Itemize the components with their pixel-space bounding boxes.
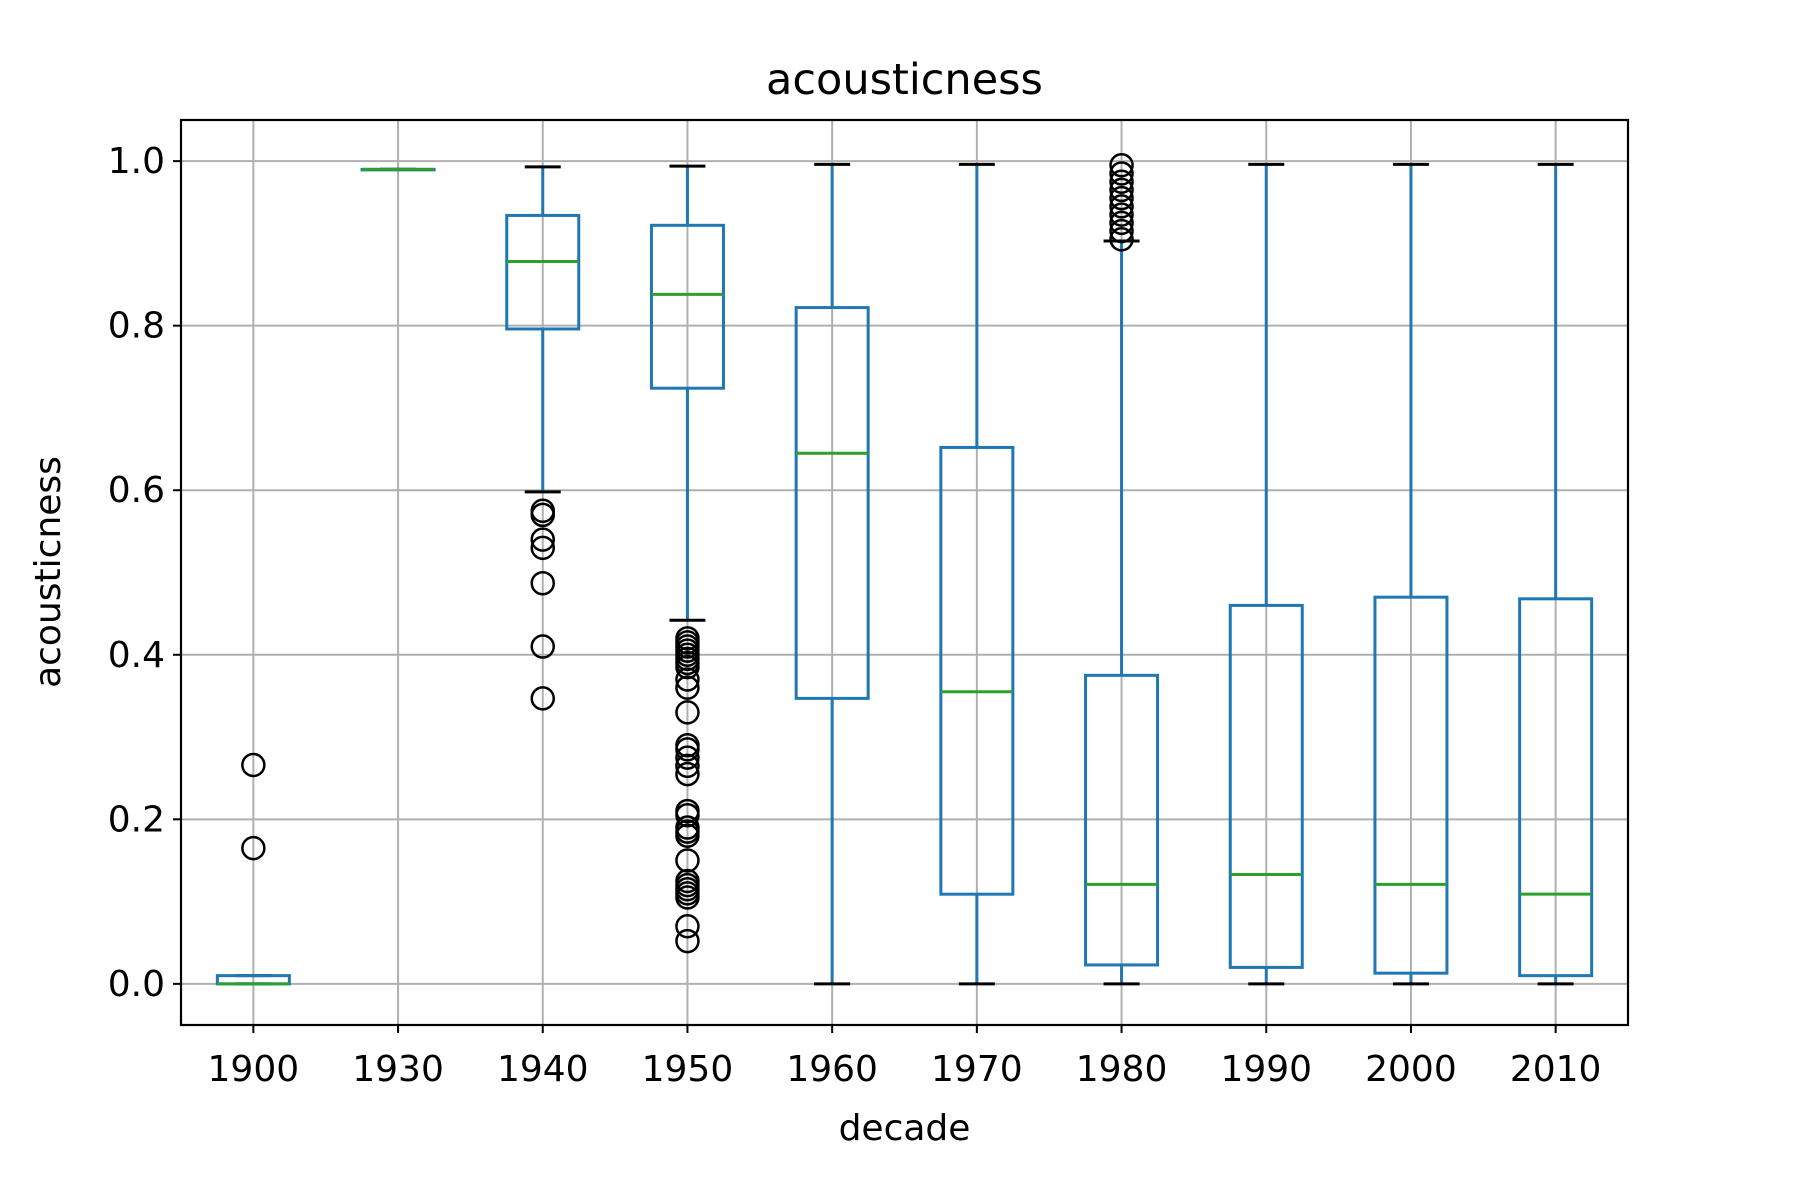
iqr-box	[1084, 673, 1160, 967]
outlier-point	[675, 700, 700, 725]
x-tick-label: 1940	[497, 1049, 589, 1090]
plot-frame	[179, 118, 1630, 1027]
box-group-2000	[1373, 162, 1449, 986]
outlier-point	[241, 752, 266, 778]
x-tick-label: 1970	[931, 1049, 1023, 1090]
iqr-box	[794, 306, 870, 700]
box-group-1990	[1228, 162, 1304, 986]
box-group-1950	[649, 164, 725, 954]
y-tick-label: 1.0	[108, 141, 165, 182]
outlier-point	[675, 733, 700, 758]
box-group-1960	[794, 162, 870, 986]
x-tick-label: 1980	[1076, 1049, 1168, 1090]
x-tick-label: 1950	[642, 1049, 734, 1090]
x-tick-label: 2000	[1365, 1049, 1457, 1090]
outlier-point	[675, 798, 700, 824]
box-group-1930	[360, 167, 436, 172]
outlier-point	[1109, 227, 1134, 252]
outlier-point	[530, 686, 555, 711]
outlier-point	[675, 815, 700, 840]
box-group-1980	[1084, 153, 1160, 986]
y-tick-label: 0.4	[108, 635, 165, 676]
box-group-1940	[505, 165, 581, 711]
outlier-point	[675, 928, 700, 954]
outlier-point	[530, 535, 555, 561]
iqr-box	[939, 445, 1015, 896]
outlier-point	[1109, 161, 1134, 186]
outlier-point	[530, 527, 555, 552]
x-tick-label: 1930	[352, 1049, 444, 1090]
outlier-point	[675, 868, 700, 894]
outlier-point	[675, 761, 700, 787]
y-axis-ticks: 0.0 0.2 0.4 0.6 0.8 1.0	[108, 141, 181, 1005]
box-group-1900	[215, 752, 291, 986]
y-tick-label: 0.2	[108, 799, 165, 840]
y-axis-label: acousticness	[28, 456, 69, 688]
outlier-point	[530, 498, 555, 524]
outlier-point	[1109, 194, 1134, 219]
outlier-point	[675, 745, 700, 770]
iqr-box	[505, 213, 581, 331]
y-tick-label: 0.0	[108, 964, 165, 1005]
outlier-point	[1109, 218, 1134, 244]
x-tick-label: 1990	[1220, 1049, 1312, 1090]
outlier-point	[530, 570, 555, 596]
chart-title: acousticness	[766, 55, 1043, 105]
x-tick-label: 1960	[786, 1049, 878, 1090]
iqr-box	[1228, 603, 1304, 969]
y-tick-label: 0.8	[108, 306, 165, 347]
box-series	[215, 153, 1594, 986]
iqr-box	[1518, 597, 1594, 978]
outlier-point	[1109, 210, 1134, 236]
x-tick-label: 2010	[1510, 1049, 1602, 1090]
x-axis-ticks: 1900 1930 1940 1950 1960 1970 1980 1990 2000 2010	[208, 1025, 1602, 1090]
iqr-box	[1373, 595, 1449, 975]
outlier-point	[675, 675, 700, 700]
y-tick-label: 0.6	[108, 470, 165, 511]
outlier-point	[1109, 202, 1134, 227]
outlier-point	[675, 848, 700, 873]
outlier-point	[1109, 169, 1134, 194]
outlier-point	[1109, 185, 1134, 211]
x-tick-label: 1900	[208, 1049, 300, 1090]
outlier-point	[241, 835, 266, 861]
outlier-point	[1109, 153, 1134, 178]
box-group-1970	[939, 162, 1015, 986]
x-axis-label: decade	[839, 1108, 971, 1149]
iqr-box	[649, 223, 725, 390]
outlier-point	[675, 626, 700, 651]
outlier-point	[675, 914, 700, 939]
outlier-point	[675, 667, 700, 692]
outlier-point	[1109, 177, 1134, 203]
box-group-2010	[1518, 162, 1594, 986]
outlier-point	[675, 753, 700, 779]
outlier-point	[530, 634, 555, 659]
